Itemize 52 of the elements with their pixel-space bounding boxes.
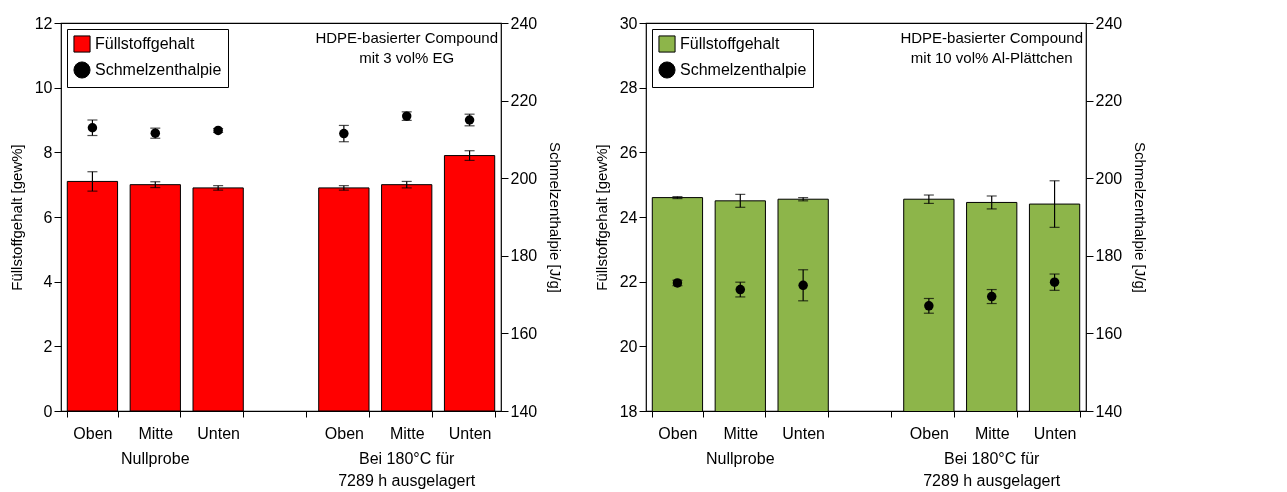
y-tick-label: 24 (619, 208, 638, 226)
y-tick-label: 20 (619, 337, 638, 355)
y-tick-label: 10 (34, 79, 53, 97)
x-tick-label: Oben (73, 424, 113, 442)
y2-tick-label: 140 (1095, 402, 1123, 420)
x-tick-label: Unten (1033, 424, 1077, 442)
text: Bei 180°C für 7289 h ausgelagert (923, 450, 1061, 489)
y-tick-label: 30 (619, 14, 638, 32)
x-tick-label: Oben (658, 424, 698, 442)
y2-tick-label: 200 (1095, 169, 1123, 187)
y-axis-title: Füllstoffgehalt [gew%] (592, 144, 610, 291)
y-tick-label: 12 (34, 14, 53, 32)
x-tick-label: Oben (324, 424, 364, 442)
y2-tick-label: 180 (1095, 247, 1123, 265)
y-tick-label: 26 (619, 143, 638, 161)
y-tick-label: 4 (43, 273, 53, 291)
y2-tick-label: 160 (1095, 324, 1123, 342)
text: Bei 180°C für 7289 h ausgelagert (338, 450, 476, 489)
legend-label: Schmelzenthalpie (95, 61, 222, 78)
y2-tick-label: 240 (510, 14, 538, 32)
y-tick-label: 2 (43, 337, 53, 355)
y2-tick-label: 220 (510, 92, 538, 110)
y-tick-label: 0 (43, 402, 53, 420)
text: Nullprobe (121, 450, 190, 467)
legend-label: Füllstoffgehalt (95, 35, 195, 52)
y2-tick-label: 240 (1095, 14, 1123, 32)
y2-tick-label: 200 (510, 169, 538, 187)
x-tick-label: Unten (448, 424, 492, 442)
x-tick-label: Mitte (974, 424, 1010, 442)
y2-axis-title: Schmelzenthalpie [J/g] (1132, 142, 1150, 293)
y-tick-label: 22 (619, 273, 638, 291)
y2-tick-label: 180 (510, 247, 538, 265)
x-tick-label: Mitte (138, 424, 174, 442)
annotation: HDPE-basierter Compound mit 3 vol% EG (315, 29, 498, 66)
y-tick-label: 28 (619, 79, 638, 97)
legend-label: Füllstoffgehalt (680, 35, 780, 52)
x-tick-label: Oben (909, 424, 949, 442)
y2-axis-title: Schmelzenthalpie [J/g] (547, 142, 565, 293)
y-axis-title: Füllstoffgehalt [gew%] (7, 144, 25, 291)
x-tick-label: Mitte (389, 424, 425, 442)
annotation: HDPE-basierter Compound mit 10 vol% Al-Plättchen (900, 29, 1083, 66)
x-tick-label: Unten (197, 424, 240, 442)
y-tick-label: 18 (619, 402, 638, 420)
y2-tick-label: 160 (510, 324, 538, 342)
text: Nullprobe (706, 450, 775, 467)
x-tick-label: Mitte (723, 424, 759, 442)
y-tick-label: 6 (43, 208, 53, 226)
x-tick-label: Unten (782, 424, 825, 442)
legend-label: Schmelzenthalpie (680, 61, 807, 78)
y2-tick-label: 220 (1095, 92, 1123, 110)
y-tick-label: 8 (43, 143, 53, 161)
y2-tick-label: 140 (510, 402, 538, 420)
